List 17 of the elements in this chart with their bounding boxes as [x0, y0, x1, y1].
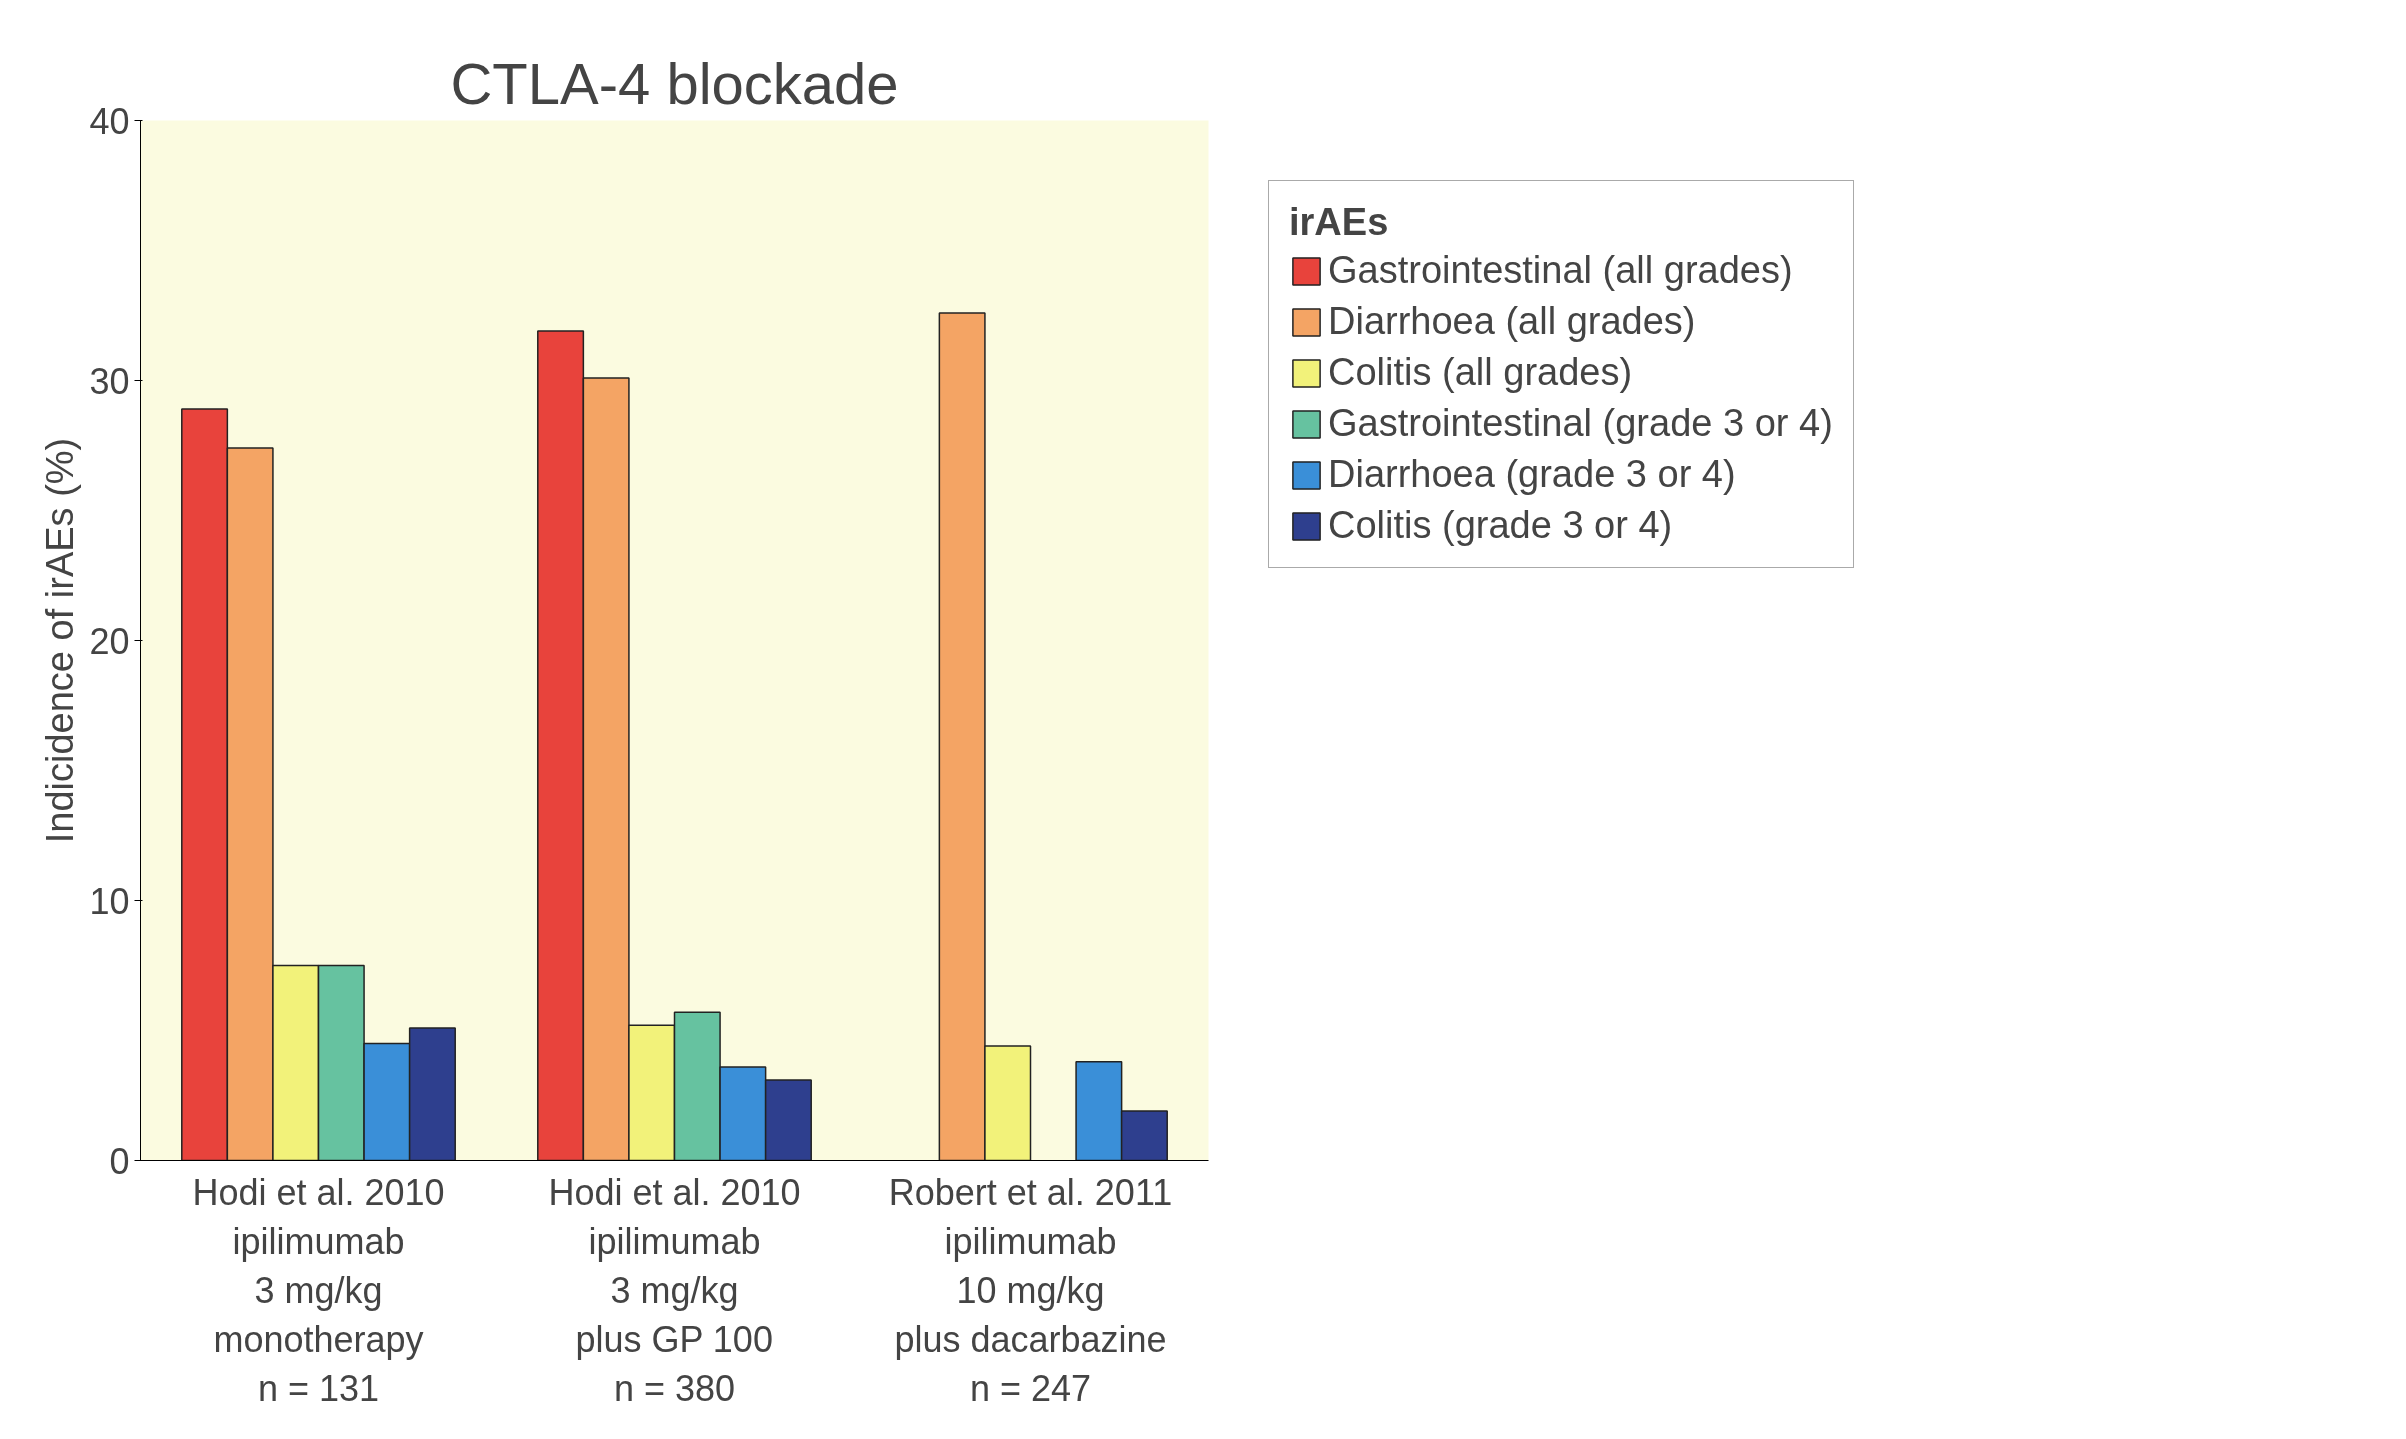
- y-tick-label: 10: [89, 880, 130, 922]
- x-tick-label: Hodi et al. 2010 ipilimumab 3 mg/kg monotherapy n = 131: [192, 1171, 445, 1410]
- x-tick-label: Robert et al. 2011 ipilimumab 10 mg/kg plus dacarbazine n = 247: [888, 1171, 1173, 1410]
- y-axis-title: Indicidence of irAEs (%): [39, 437, 82, 844]
- y-tick-label: 0: [109, 1140, 130, 1182]
- chart-title: CTLA-4 blockade: [450, 50, 899, 116]
- y-tick-label: 30: [89, 360, 130, 402]
- legend-label: Diarrhoea (all grades): [1328, 300, 1696, 343]
- legend-label: Gastrointestinal (grade 3 or 4): [1328, 402, 1833, 445]
- legend-label: Gastrointestinal (all grades): [1328, 249, 1793, 292]
- legend-label: Diarrhoea (grade 3 or 4): [1328, 453, 1736, 496]
- x-tick-label: Hodi et al. 2010 ipilimumab 3 mg/kg plus GP 100 n = 380: [548, 1171, 801, 1410]
- y-tick-label: 40: [89, 100, 130, 142]
- legend-label: Colitis (grade 3 or 4): [1328, 504, 1673, 547]
- y-tick-label: 20: [89, 620, 130, 662]
- legend-title: irAEs: [1289, 201, 1390, 244]
- legend-label: Colitis (all grades): [1328, 351, 1633, 394]
